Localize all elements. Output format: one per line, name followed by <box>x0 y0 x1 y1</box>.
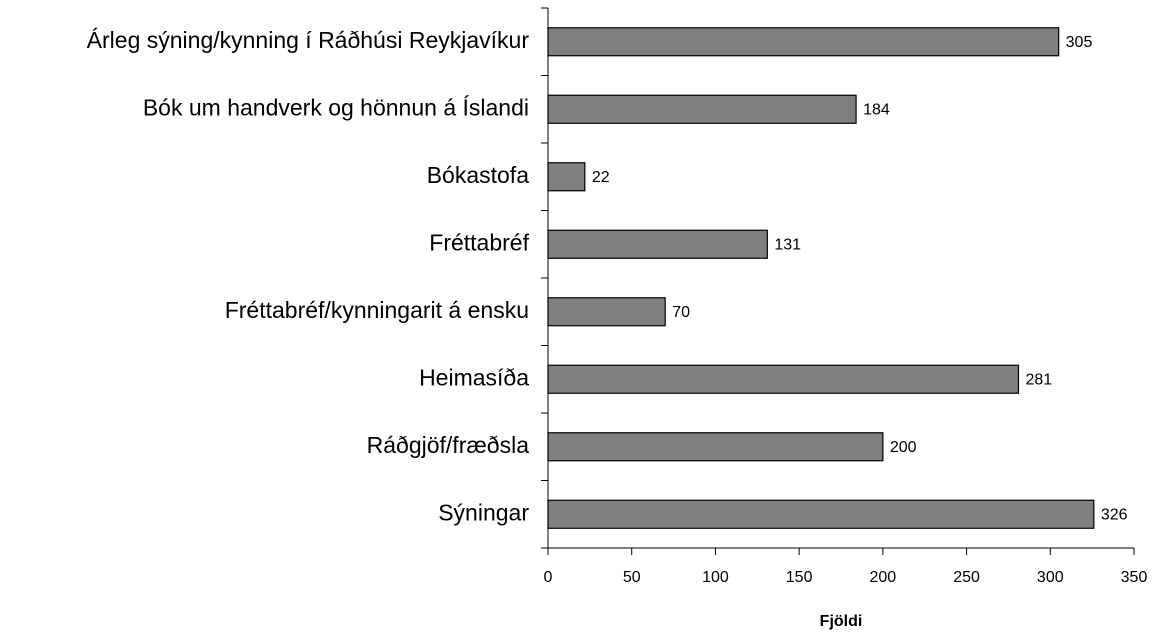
y-tick-label: Fréttabréf/kynningarit á ensku <box>225 297 529 323</box>
x-tick-label: 250 <box>953 569 980 586</box>
value-label: 70 <box>672 304 690 321</box>
x-tick-label: 300 <box>1037 569 1064 586</box>
bar <box>547 27 1060 57</box>
value-label: 326 <box>1101 506 1128 523</box>
y-tick-label: Bók um handverk og hönnun á Íslandi <box>143 94 529 120</box>
bar <box>547 499 1095 529</box>
y-tick-label: Ráðgjöf/fræðsla <box>367 432 530 458</box>
y-tick-label: Sýningar <box>438 499 529 525</box>
bar <box>547 364 1020 394</box>
bar <box>547 432 884 462</box>
bar <box>547 94 857 124</box>
value-label: 281 <box>1025 371 1052 388</box>
bar <box>547 162 586 192</box>
value-label: 305 <box>1066 34 1093 51</box>
value-label: 200 <box>890 439 917 456</box>
x-tick-label: 350 <box>1121 569 1148 586</box>
x-axis-label: Fjöldi <box>820 613 863 630</box>
bar <box>547 297 666 327</box>
y-tick-label: Árleg sýning/kynning í Ráðhúsi Reykjavík… <box>87 27 530 53</box>
x-tick-label: 200 <box>870 569 897 586</box>
x-tick-label: 150 <box>786 569 813 586</box>
x-tick-label: 100 <box>702 569 729 586</box>
value-label: 184 <box>863 101 890 118</box>
y-tick-label: Bókastofa <box>427 162 529 188</box>
y-tick-label: Fréttabréf <box>429 229 529 255</box>
value-label: 22 <box>592 169 610 186</box>
x-tick-label: 50 <box>623 569 641 586</box>
bar <box>547 229 768 259</box>
y-tick-label: Heimasíða <box>419 364 529 390</box>
value-label: 131 <box>774 236 801 253</box>
x-tick-label: 0 <box>544 569 553 586</box>
